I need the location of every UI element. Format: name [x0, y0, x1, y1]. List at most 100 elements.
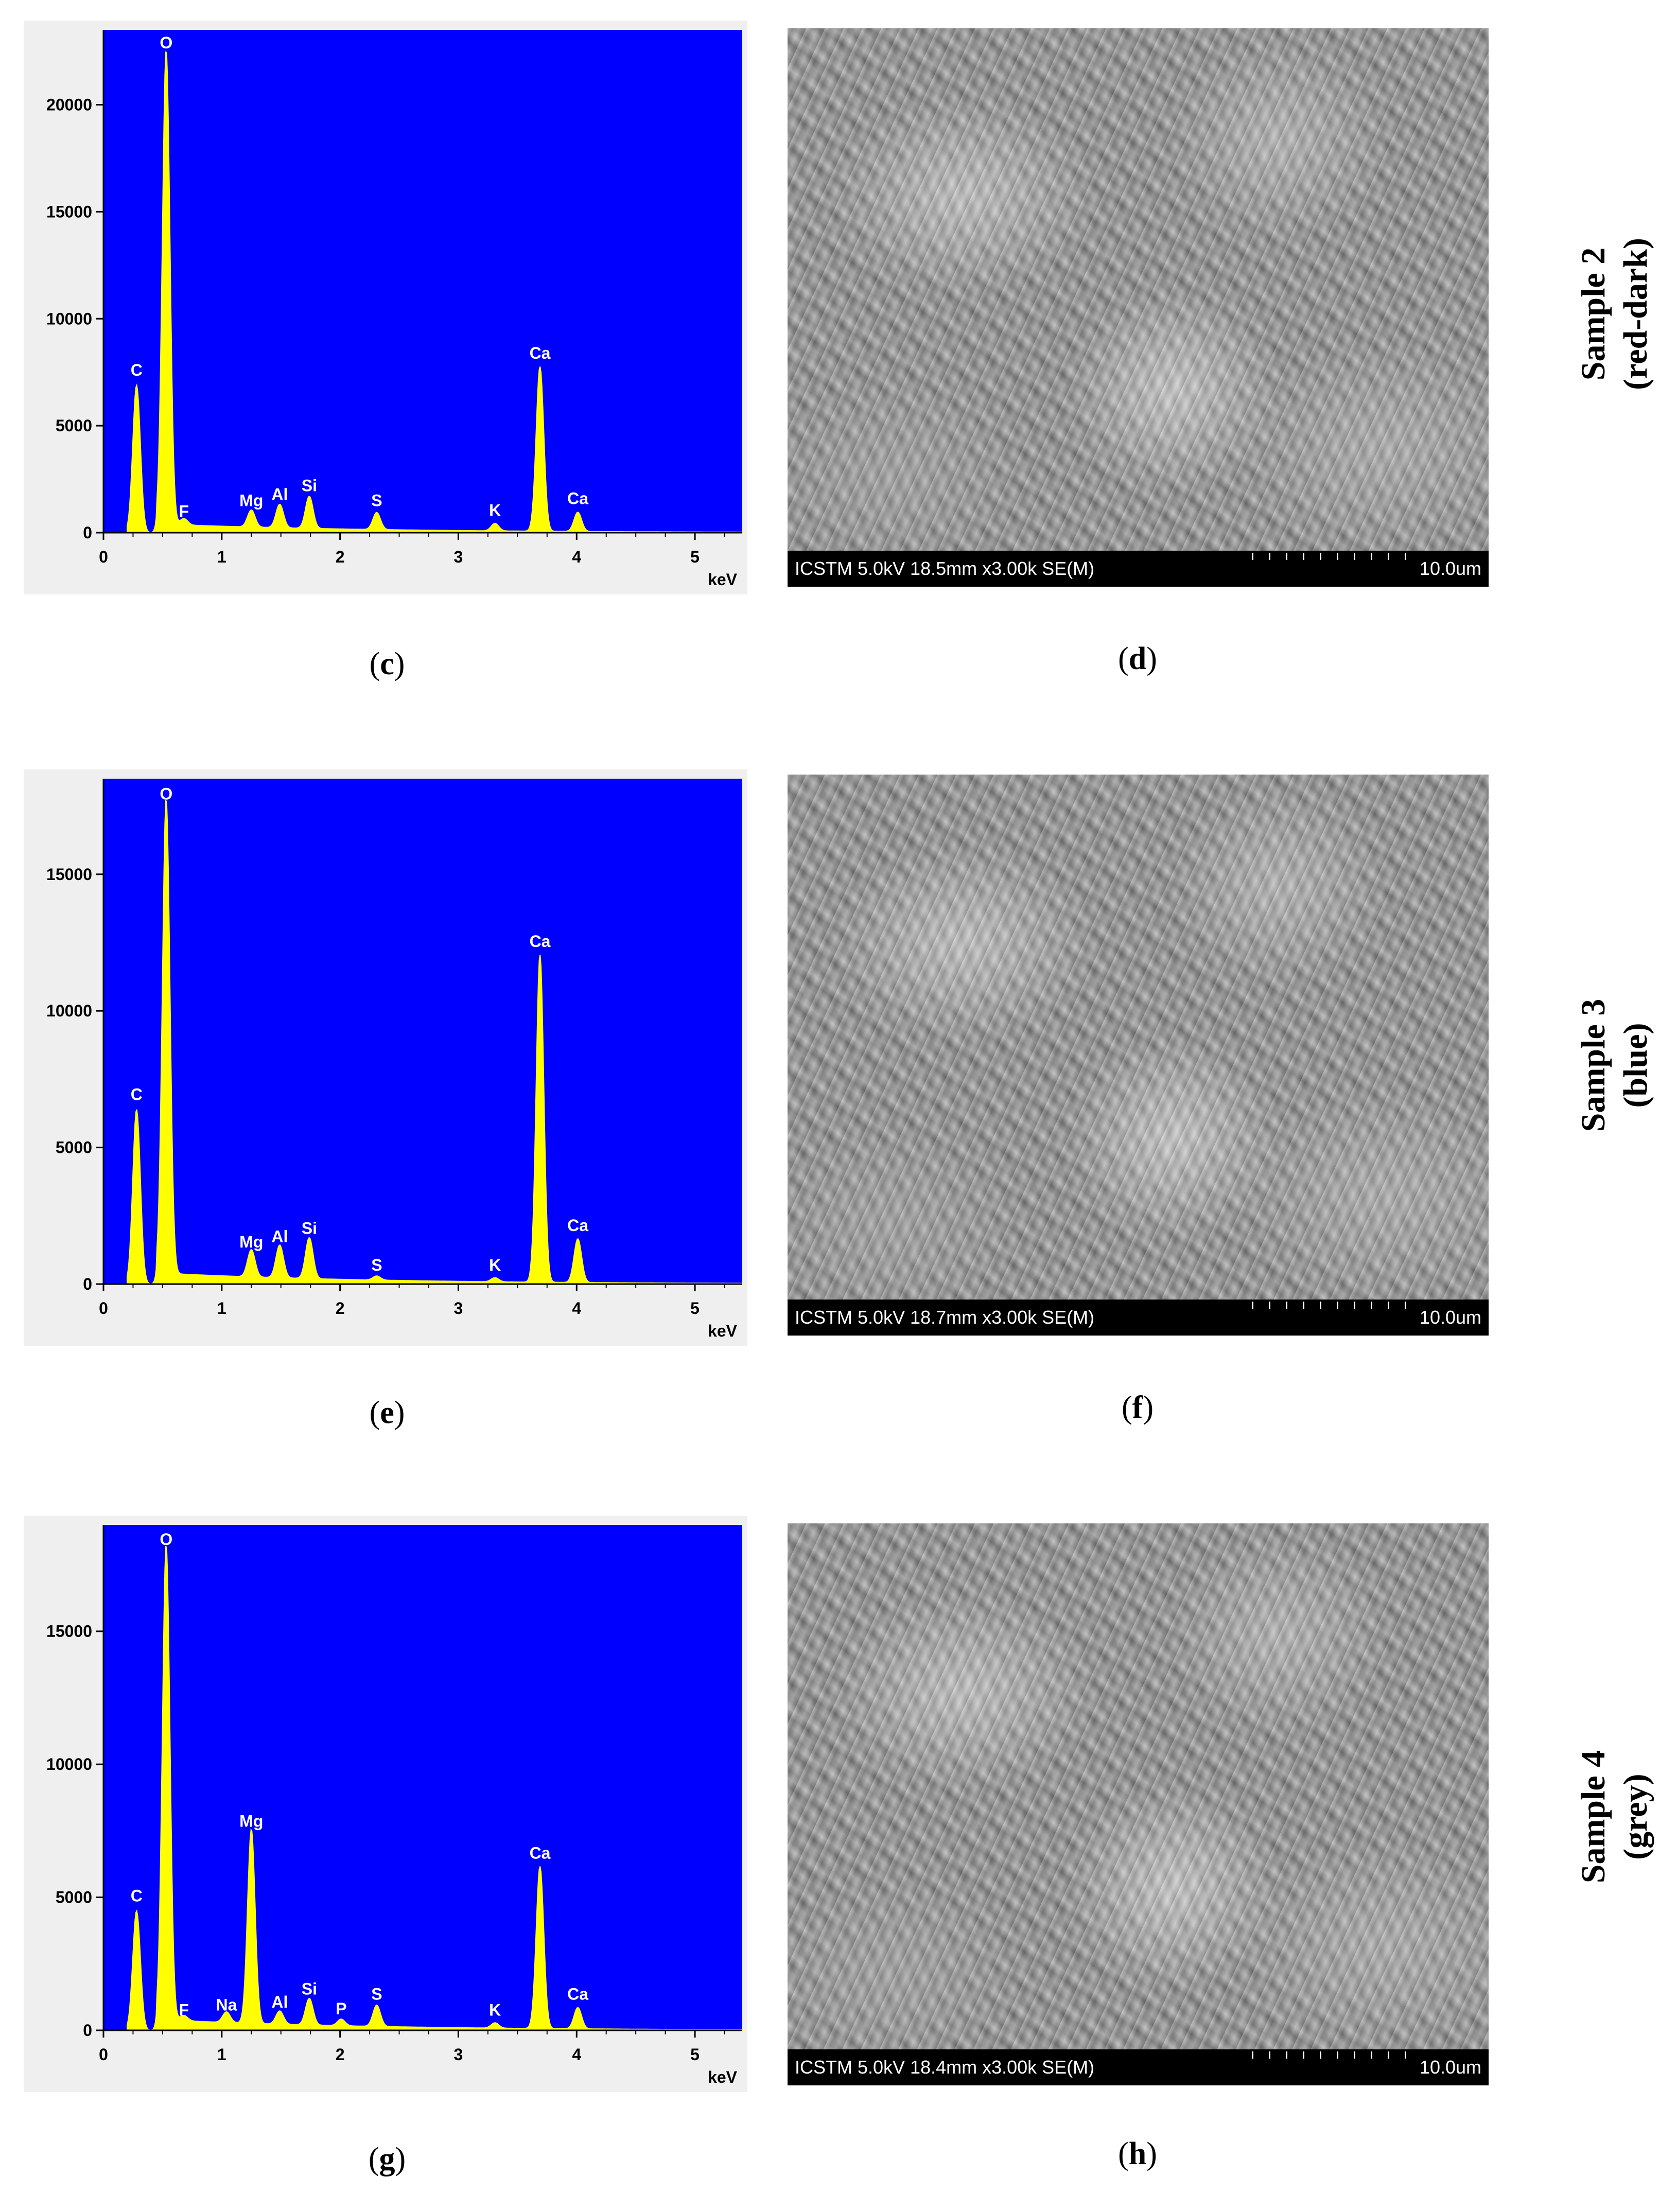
y-tick-label: 0 [83, 2021, 92, 2040]
peak-label-c: C [131, 1085, 143, 1103]
y-tick-label: 5000 [56, 1888, 92, 1907]
caption-f: (f) [1122, 1390, 1154, 1425]
y-tick-label: 0 [83, 523, 92, 542]
eds-spectrum-1: C O F Mg Al Si S K Ca Ca 0 5000 10000 15000 20000 0 1 2 3 4… [24, 21, 747, 594]
peak-label-o: O [160, 33, 172, 52]
peak-label-s: S [371, 491, 382, 510]
sample-name: Sample 2 [1575, 247, 1612, 381]
peak-label-o: O [160, 784, 172, 803]
x-axis-label: keV [708, 2068, 738, 2086]
x-tick-label: 0 [99, 2045, 108, 2064]
peak-label-c: C [131, 361, 143, 379]
sem-info-bar: ICSTM 5.0kV 18.7mm x3.00k SE(M) 10.0um [788, 1300, 1489, 1336]
sample-label-4: Sample 4 (grey) [1573, 1637, 1665, 1997]
x-tick-label: 5 [690, 548, 700, 566]
y-tick-label: 15000 [46, 202, 92, 221]
eds-spectrum-3: C O F Na Mg Al Si P S K Ca Ca 0 5000 10000 15000 0 1 2 3 4 5 k… [24, 1516, 747, 2092]
peak-label-s: S [371, 1985, 382, 2004]
sample-color: (red-dark) [1617, 238, 1654, 390]
peak-label-mg: Mg [239, 491, 263, 510]
y-tick-label: 10000 [46, 1755, 92, 1774]
peak-label-mg: Mg [239, 1233, 263, 1251]
y-tick-label: 15000 [46, 865, 92, 884]
x-tick-label: 4 [572, 1299, 581, 1318]
eds-spectrum-2: C O Mg Al Si S K Ca Ca 0 5000 10000 15000 0 1 2 3 4 5 keV [24, 769, 747, 1346]
sample-color: (blue) [1617, 1023, 1654, 1108]
x-tick-label: 4 [572, 548, 581, 566]
sample-label-2: Sample 2 (red-dark) [1573, 134, 1665, 494]
caption-g: (g) [368, 2141, 406, 2176]
x-tick-label: 1 [217, 2045, 226, 2064]
peak-label-si: Si [302, 1219, 317, 1237]
x-tick-label: 5 [690, 1299, 700, 1318]
y-tick-label: 5000 [56, 1138, 92, 1157]
peak-label-k: K [489, 2001, 501, 2020]
x-tick-label: 1 [217, 548, 226, 566]
sem-micrograph-texture [788, 1523, 1489, 2049]
sem-info-text: ICSTM 5.0kV 18.7mm x3.00k SE(M) [795, 1307, 1095, 1328]
caption-c: (c) [369, 646, 405, 681]
caption-h: (h) [1118, 2136, 1157, 2171]
y-tick-label: 15000 [46, 1622, 92, 1641]
y-tick-label: 5000 [56, 416, 92, 435]
x-tick-label: 2 [336, 2045, 345, 2064]
spectrum-area [126, 51, 743, 533]
peak-label-si: Si [302, 1979, 317, 1998]
sem-image-2: ICSTM 5.0kV 18.7mm x3.00k SE(M) 10.0um [788, 775, 1489, 1336]
peak-label-al: Al [271, 1993, 288, 2011]
x-tick-label: 0 [99, 1299, 108, 1318]
sem-info-text: ICSTM 5.0kV 18.4mm x3.00k SE(M) [795, 2057, 1095, 2078]
y-tick-label: 10000 [46, 309, 92, 328]
x-tick-label: 2 [336, 1299, 345, 1318]
sem-scale-text: 10.0um [1419, 2057, 1481, 2078]
scale-bar-ticks [1252, 1302, 1422, 1309]
x-axis-label: keV [708, 570, 738, 589]
peak-label-ca: Ca [530, 932, 551, 951]
peak-label-al: Al [271, 485, 288, 503]
plot-area [103, 779, 742, 1284]
peak-label-ca: Ca [530, 1844, 551, 1863]
sem-image-3: ICSTM 5.0kV 18.4mm x3.00k SE(M) 10.0um [788, 1523, 1489, 2085]
sem-info-text: ICSTM 5.0kV 18.5mm x3.00k SE(M) [795, 558, 1095, 579]
sem-scale-text: 10.0um [1419, 558, 1481, 579]
sample-name: Sample 3 [1575, 998, 1612, 1132]
peak-label-na: Na [216, 1995, 237, 2014]
spectrum-area [126, 800, 743, 1285]
y-tick-label: 10000 [46, 1002, 92, 1020]
sem-scale-text: 10.0um [1419, 1307, 1481, 1328]
y-tick-label: 0 [83, 1275, 92, 1293]
peak-label-k: K [489, 1256, 501, 1274]
x-tick-label: 2 [336, 548, 345, 566]
caption-d: (d) [1118, 641, 1157, 676]
peak-label-ca: Ca [567, 1985, 588, 2004]
peak-label-ca: Ca [530, 344, 551, 362]
sem-image-1: ICSTM 5.0kV 18.5mm x3.00k SE(M) 10.0um [788, 28, 1489, 587]
x-tick-label: 0 [99, 548, 108, 566]
x-tick-label: 5 [690, 2045, 700, 2064]
spectrum-area [126, 1546, 743, 2031]
x-tick-label: 1 [217, 1299, 226, 1318]
peak-label-ca: Ca [567, 1216, 588, 1235]
plot-area [103, 1525, 742, 2030]
peak-label-mg: Mg [239, 1812, 263, 1831]
peak-label-ca: Ca [567, 489, 588, 508]
x-tick-label: 4 [572, 2045, 581, 2064]
x-tick-label: 3 [454, 548, 463, 566]
plot-area [103, 30, 742, 533]
peak-label-c: C [131, 1886, 143, 1905]
x-axis-label: keV [708, 1322, 738, 1340]
peak-label-p: P [336, 1999, 346, 2018]
scale-bar-ticks [1252, 2051, 1422, 2059]
caption-e: (e) [369, 1395, 405, 1430]
sem-info-bar: ICSTM 5.0kV 18.5mm x3.00k SE(M) 10.0um [788, 551, 1489, 587]
scale-bar-ticks [1252, 553, 1422, 560]
sem-micrograph-texture [788, 775, 1489, 1300]
peak-label-o: O [160, 1530, 172, 1549]
x-tick-label: 3 [454, 2045, 463, 2064]
peak-label-si: Si [302, 477, 317, 495]
peak-label-s: S [371, 1256, 382, 1274]
sem-micrograph-texture [788, 28, 1489, 551]
peak-label-f: F [179, 502, 189, 521]
peak-label-f: F [179, 2001, 189, 2020]
peak-label-k: K [489, 501, 501, 519]
